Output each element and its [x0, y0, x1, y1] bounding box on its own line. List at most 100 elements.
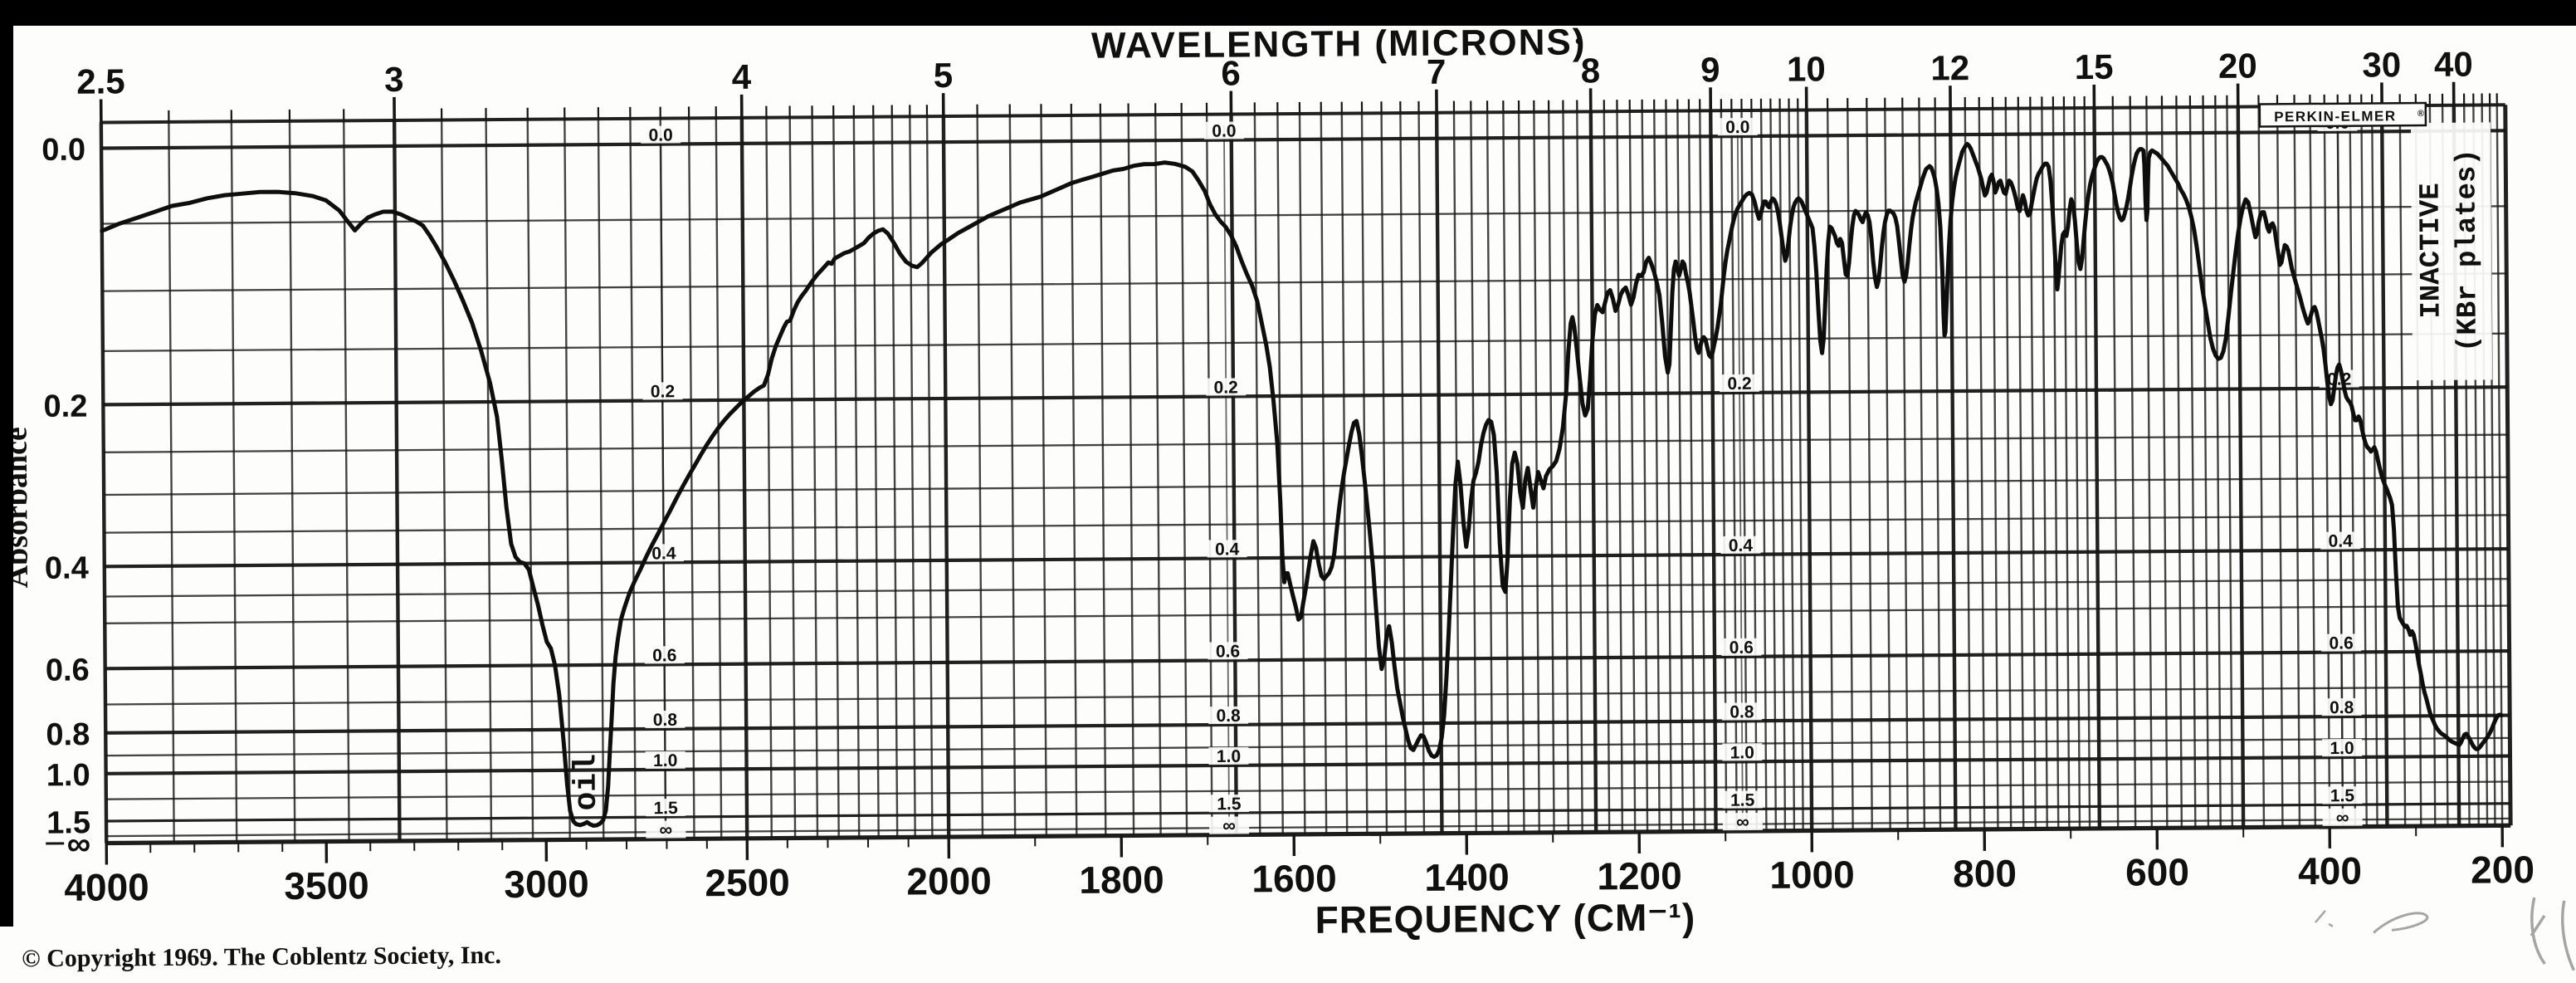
inner-scale-label: 0.4 [1215, 540, 1240, 559]
grid-line-vertical [392, 120, 402, 841]
grid-line-vertical [1866, 109, 1873, 830]
grid-line-vertical [1380, 113, 1388, 834]
inner-scale-label-bg [1207, 540, 1247, 558]
grid-line-vertical [811, 117, 819, 839]
grid-line-vertical [2293, 106, 2301, 828]
grid-line-vertical [687, 118, 695, 839]
inner-scale-label-bg [1722, 743, 1763, 761]
frequency-tick-label: 1600 [1251, 857, 1337, 901]
grid-line-vertical [715, 118, 723, 839]
inner-scale-label: 0.6 [652, 646, 676, 665]
grid-line-horizontal-major [105, 648, 2510, 671]
grid-line-vertical [852, 116, 861, 838]
inner-scale-label-bg [1208, 642, 1248, 660]
grid-line-horizontal [101, 205, 2506, 225]
grid-line-vertical [2398, 105, 2407, 827]
grid-line-vertical [890, 116, 899, 838]
wavelength-tick-label: 8 [1581, 51, 1601, 90]
wavelength-tick-label: 7 [1427, 52, 1447, 91]
grid-line-vertical [343, 120, 350, 842]
inner-scale-label-bg [1208, 706, 1249, 725]
inner-scale-label-bg [1203, 121, 1245, 139]
grid-line-vertical [1588, 111, 1598, 833]
scan-black-edge-left [0, 0, 13, 927]
frequency-tick-label: 2000 [906, 859, 992, 903]
inner-scale-label: 0.8 [1216, 707, 1241, 726]
grid-line-horizontal [103, 433, 2508, 453]
wavelength-tick-label: 20 [2218, 46, 2257, 85]
inner-scale-label: 0.2 [1727, 374, 1751, 394]
copyright-line: © Copyright 1969. The Coblentz Society, … [22, 941, 501, 972]
grid-line-vertical [2226, 106, 2234, 828]
inner-scale-label: 0.2 [651, 382, 675, 401]
inner-scale-label: 0.6 [1216, 642, 1240, 661]
grid-line-horizontal-major [106, 802, 2510, 823]
top-axis-title: WAVELENGTH (MICRONS) [1091, 22, 1587, 66]
grid-line-vertical [526, 119, 534, 840]
grid-line-horizontal-major [105, 754, 2510, 775]
frequency-tick-label: 800 [1953, 852, 2017, 896]
grid-line-vertical [1417, 112, 1426, 834]
grid-line-vertical [2309, 106, 2317, 828]
frequency-tick-label: 1800 [1079, 858, 1164, 902]
wavelength-tick-label: 9 [1700, 50, 1720, 89]
bottom-axis-title: FREQUENCY (CM⁻¹) [1315, 895, 1695, 941]
grid-line-vertical [1548, 111, 1555, 833]
wavelength-tick-label: 10 [1787, 49, 1826, 88]
grid-line-vertical [1470, 112, 1477, 834]
grid-line-vertical [2379, 105, 2389, 827]
inner-scale-label: 0.4 [651, 544, 676, 563]
wavelength-tick-label: 12 [1930, 48, 1969, 87]
smudge-mark [2561, 900, 2576, 971]
inner-scale-label-bg [2321, 697, 2362, 716]
grid-line-vertical [2029, 108, 2037, 829]
inner-scale-label: 1.5 [653, 799, 678, 818]
grid-line-vertical [2496, 105, 2504, 826]
inner-scale-label: 1.5 [1730, 790, 1755, 809]
inner-scale-label-bg [646, 798, 686, 817]
grid-line-vertical [2041, 108, 2048, 829]
grid-line-vertical [1918, 109, 1926, 830]
grid-line-vertical [1759, 110, 1768, 831]
inner-scale-label-bg [1721, 702, 1762, 721]
grid-line-vertical [1964, 109, 1972, 830]
inner-scale-label-bg [2322, 786, 2363, 804]
wavelength-tick-label: 6 [1221, 53, 1241, 92]
inner-absorbance-scales: 0.00.20.40.60.81.01.5∞0.00.20.40.60.81.0… [641, 113, 2363, 840]
grid-line-vertical [1099, 115, 1107, 836]
grid-line-vertical [1901, 109, 1909, 830]
grid-line-vertical [1847, 110, 1854, 831]
ink-speck [1575, 37, 1582, 44]
grid-line-vertical [2111, 107, 2120, 829]
chart-sheet: 0.00.20.40.60.81.01.5∞0.00.20.40.60.81.0… [0, 22, 2576, 972]
grid-line-vertical [1562, 111, 1570, 833]
inner-scale-label-bg [641, 125, 681, 144]
wavelength-tick-label: 3 [384, 60, 404, 99]
grid-line-vertical [1008, 115, 1017, 837]
grid-line-vertical [1934, 109, 1942, 830]
grid-line-vertical [2092, 107, 2102, 829]
inner-scale-label-bg [646, 820, 686, 839]
grid-line-vertical [288, 120, 296, 842]
smudge-mark [2530, 897, 2546, 965]
wavelength-tick-label: 5 [934, 56, 954, 95]
grid-line-vertical [2004, 108, 2013, 829]
inner-scale-label: 1.0 [1217, 747, 1241, 766]
grid-line-horizontal-major [104, 546, 2509, 569]
inner-scale-label: 1.0 [653, 751, 677, 770]
grid-line-horizontal-major [101, 129, 2506, 150]
pencil-smudges [2315, 897, 2576, 971]
inner-scale-label-bg [643, 544, 684, 562]
grid-line-vertical [872, 116, 880, 838]
absorbance-axis-label: 1.0 [46, 758, 90, 793]
grid-line-vertical [230, 121, 238, 843]
grid-line-vertical [2129, 107, 2137, 829]
perkin-elmer-logo: PERKIN-ELMER [2274, 108, 2397, 125]
frequency-tick-label: 4000 [64, 865, 149, 909]
grid-line-vertical [1653, 110, 1661, 832]
grid-line-vertical [168, 121, 175, 843]
grid-line-horizontal [106, 817, 2511, 838]
absorbance-axis-label: 0.0 [41, 133, 85, 168]
inner-scale-label: 1.5 [2330, 786, 2355, 805]
